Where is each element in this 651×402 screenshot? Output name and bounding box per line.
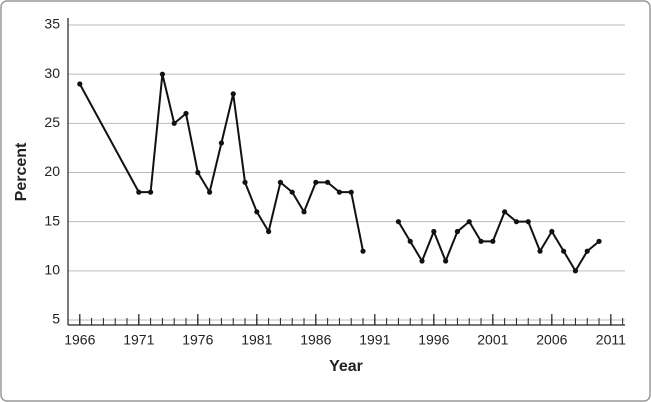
point bbox=[313, 179, 319, 185]
point bbox=[502, 209, 508, 215]
point bbox=[537, 248, 543, 254]
x-tick-label: 2011 bbox=[596, 332, 626, 348]
y-tick-label: 20 bbox=[44, 163, 60, 179]
point bbox=[159, 71, 166, 77]
point bbox=[513, 219, 520, 225]
point bbox=[207, 189, 213, 195]
point bbox=[254, 209, 260, 215]
point bbox=[478, 238, 484, 244]
point bbox=[289, 189, 295, 195]
point bbox=[348, 189, 354, 195]
point bbox=[360, 248, 366, 254]
point bbox=[136, 189, 142, 195]
point bbox=[277, 179, 284, 185]
y-tick-label: 30 bbox=[44, 65, 60, 81]
y-tick-label: 35 bbox=[44, 16, 60, 32]
point bbox=[301, 209, 307, 215]
y-tick-label: 5 bbox=[52, 311, 60, 327]
point bbox=[171, 120, 177, 126]
point bbox=[431, 228, 437, 235]
point bbox=[77, 81, 83, 87]
point bbox=[395, 219, 402, 225]
x-tick-label: 2001 bbox=[477, 332, 508, 348]
x-tick-label: 1986 bbox=[300, 332, 331, 348]
point bbox=[230, 91, 236, 97]
point bbox=[336, 189, 343, 195]
x-tick-label: 1981 bbox=[241, 332, 272, 348]
point bbox=[454, 228, 461, 235]
point bbox=[407, 238, 413, 244]
point bbox=[242, 179, 248, 185]
x-tick-label: 1996 bbox=[418, 332, 449, 348]
point bbox=[466, 219, 472, 225]
x-axis-label: Year bbox=[329, 358, 363, 375]
x-tick-label: 1991 bbox=[359, 332, 390, 348]
point bbox=[584, 248, 590, 254]
x-tick-label: 2006 bbox=[536, 332, 567, 348]
point bbox=[443, 258, 449, 264]
point bbox=[561, 248, 567, 254]
point bbox=[195, 169, 201, 176]
point bbox=[596, 238, 602, 244]
point bbox=[490, 238, 496, 244]
x-tick-label: 1976 bbox=[182, 332, 213, 348]
point bbox=[183, 110, 189, 117]
y-tick-label: 10 bbox=[44, 262, 60, 278]
x-tick-label: 1971 bbox=[123, 332, 154, 348]
y-axis-label: Percent bbox=[13, 142, 30, 201]
point bbox=[266, 228, 272, 235]
y-tick-label: 15 bbox=[44, 212, 60, 228]
point bbox=[549, 228, 555, 235]
point bbox=[325, 179, 331, 185]
point bbox=[419, 258, 425, 264]
point bbox=[525, 219, 531, 225]
x-tick-label: 1966 bbox=[64, 332, 95, 348]
point bbox=[148, 189, 154, 195]
point bbox=[572, 268, 579, 274]
y-tick-label: 25 bbox=[44, 114, 60, 130]
point bbox=[218, 140, 225, 146]
